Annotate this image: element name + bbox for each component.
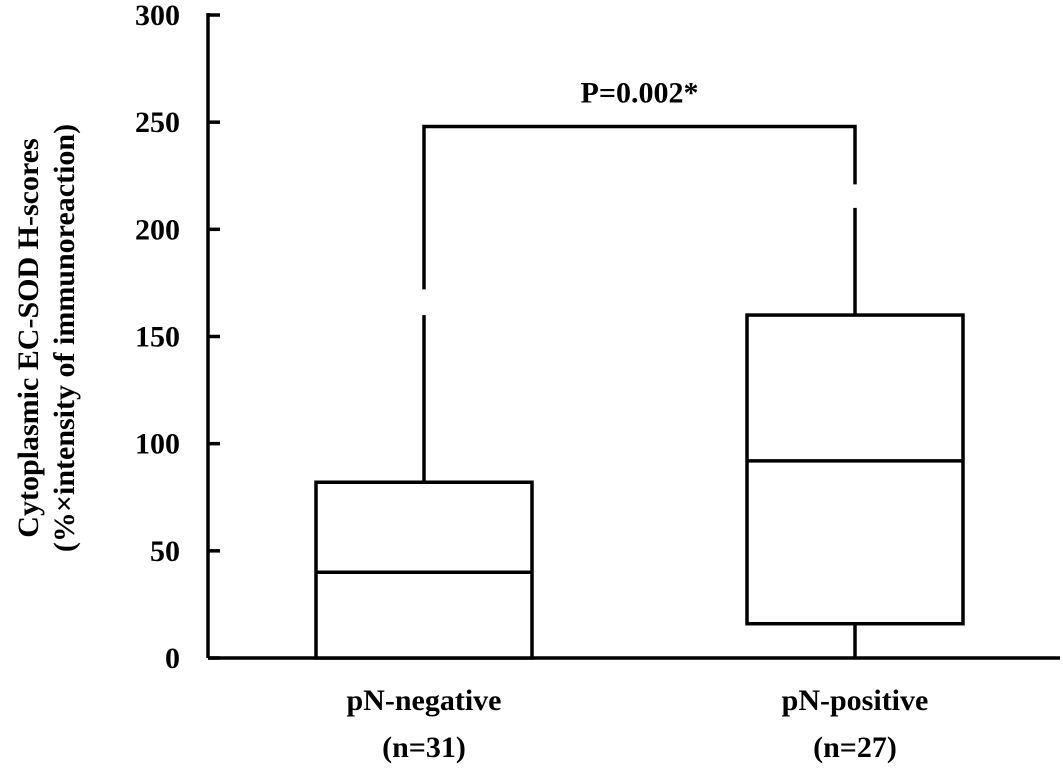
box-iqr — [314, 480, 534, 660]
y-tick-label: 150 — [135, 321, 180, 354]
category-n-label: (n=27) — [813, 731, 897, 764]
significance-bracket — [422, 124, 857, 290]
box-group — [314, 315, 534, 660]
box-group — [745, 207, 965, 658]
y-tick-label: 50 — [150, 535, 180, 568]
category-label: pN-positive — [782, 684, 929, 717]
category-label: pN-negative — [347, 684, 502, 717]
category-n-label: (n=31) — [382, 731, 466, 764]
y-tick-label: 300 — [135, 0, 180, 32]
y-axis-ticks: 0 50 100 150 200 250 300 — [135, 0, 220, 675]
category-labels: pN-negative (n=31) pN-positive (n=27) — [347, 684, 929, 764]
y-axis-label-line-1: Cytoplasmic EC-SOD H-scores — [12, 138, 45, 537]
p-value-label: P=0.002* — [581, 76, 699, 109]
y-tick-label: 100 — [135, 428, 180, 461]
boxes — [314, 207, 965, 660]
box-iqr — [745, 313, 965, 626]
y-axis-label: Cytoplasmic EC-SOD H-scores (%×intensity… — [12, 124, 81, 552]
significance-annotation: P=0.002* — [422, 76, 857, 290]
y-tick-label: 0 — [165, 642, 180, 675]
y-tick-label: 250 — [135, 106, 180, 139]
y-tick-label: 200 — [135, 213, 180, 246]
y-axis-label-line-2: (%×intensity of immunoreaction) — [48, 124, 81, 552]
